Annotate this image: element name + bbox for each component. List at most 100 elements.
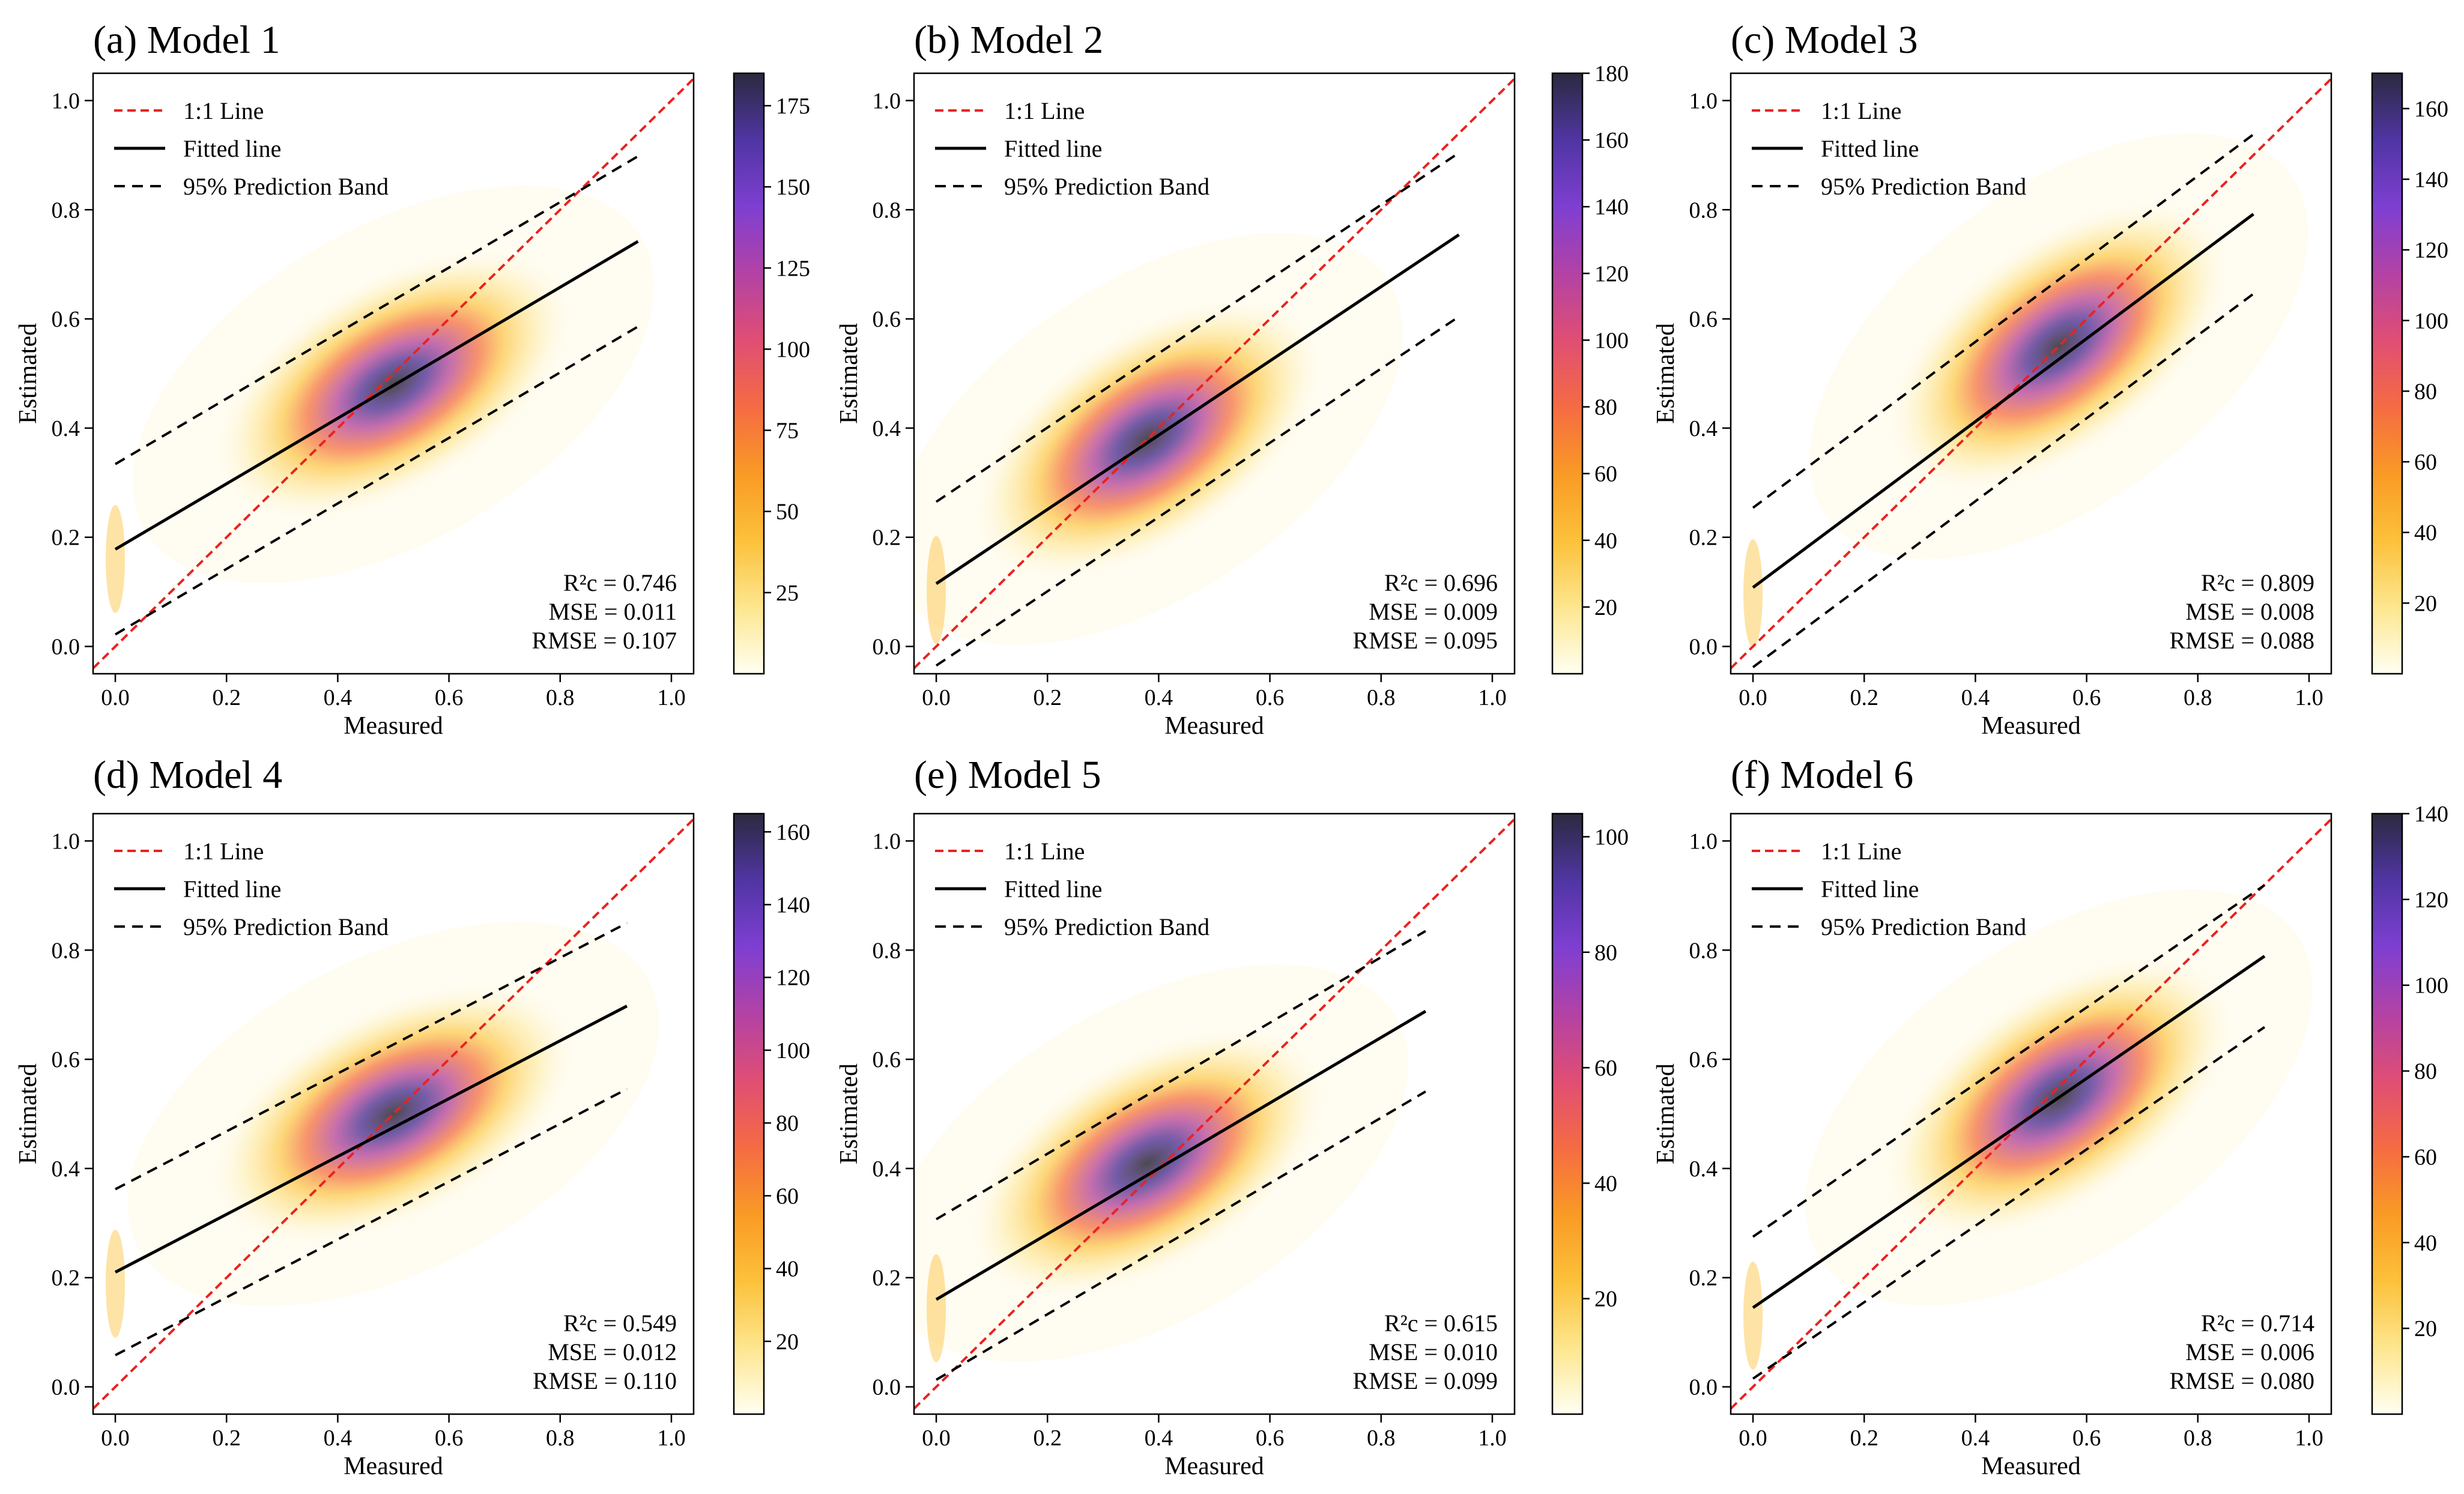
x-tick-label: 0.4 — [1961, 685, 1990, 710]
x-tick-label: 0.4 — [1961, 1426, 1990, 1451]
panel-title: (b) Model 2 — [914, 18, 1103, 62]
x-tick-label: 0.0 — [101, 1426, 130, 1451]
legend-label: Fitted line — [183, 876, 281, 903]
x-tick-label: 0.2 — [1033, 1426, 1062, 1451]
upper-prediction-band — [935, 151, 1460, 503]
x-tick-label: 0.6 — [1256, 1426, 1285, 1451]
x-tick-label: 0.4 — [1145, 1426, 1173, 1451]
y-tick-label: 1.0 — [873, 829, 901, 854]
stat-mse: MSE = 0.012 — [548, 1338, 677, 1365]
panel-5: 0.0 0.0 0.2 0.2 0.4 0.4 0.6 0.6 0.8 0.8 1.0 1.0 Meas… — [835, 753, 1629, 1480]
legend-fitted-line: Fitted line — [935, 135, 1102, 162]
axes-frame — [1730, 812, 2332, 1415]
legend-prediction-band: 95% Prediction Band — [935, 913, 1209, 940]
y-axis-label: Estimated — [14, 1063, 42, 1164]
y-tick-label: 0.0 — [873, 1375, 901, 1400]
y-tick-label: 0.2 — [1689, 1266, 1718, 1291]
colorbar-tick-label: 140 — [1594, 195, 1629, 220]
legend-label: 1:1 Line — [1004, 838, 1085, 865]
colorbar: 20 40 60 80 100 — [1551, 812, 1629, 1415]
x-axis-label: Measured — [344, 1453, 443, 1480]
density-cloud — [106, 922, 659, 1338]
upper-prediction-band — [1752, 133, 2254, 509]
density-zero-cluster — [1743, 1261, 1763, 1370]
density-zero-cluster — [106, 1229, 126, 1338]
legend-prediction-band: 95% Prediction Band — [1752, 913, 2026, 940]
colorbar: 25 50 75 100 125 150 175 — [733, 72, 810, 675]
y-tick-label: 0.8 — [873, 198, 901, 223]
upper-prediction-band — [936, 930, 1426, 1221]
stat-rmse: RMSE = 0.107 — [532, 627, 677, 654]
colorbar-tick-label: 120 — [2414, 238, 2448, 263]
legend-one-to-one: 1:1 Line — [935, 838, 1085, 865]
one-to-one-line — [914, 77, 1515, 670]
x-tick-label: 0.8 — [546, 685, 575, 710]
y-tick-label: 0.8 — [1689, 938, 1718, 963]
one-to-one-line — [93, 77, 694, 670]
x-tick-label: 1.0 — [1478, 685, 1507, 710]
colorbar-tick-label: 40 — [1594, 528, 1617, 554]
colorbar-tick-label: 20 — [2414, 591, 2437, 616]
colorbar-tick-label: 80 — [776, 1111, 799, 1136]
stat-r2c: R²c = 0.549 — [563, 1310, 677, 1337]
stat-mse: MSE = 0.006 — [2185, 1338, 2314, 1365]
legend-label: 1:1 Line — [1821, 97, 1901, 124]
x-axis-label: Measured — [1164, 1453, 1264, 1480]
colorbar: 20 40 60 80 100 120 140 160 180 — [1551, 61, 1629, 675]
y-tick-label: 0.0 — [1689, 1375, 1718, 1400]
colorbar-tick-label: 50 — [776, 500, 799, 525]
y-axis-label: Estimated — [14, 323, 42, 424]
y-tick-label: 0.6 — [873, 307, 901, 332]
fitted-line — [935, 233, 1460, 585]
density-zero-cluster — [927, 536, 946, 644]
colorbar-tick-label: 80 — [1594, 940, 1617, 966]
colorbar: 20 40 60 80 100 120 140 160 — [733, 812, 810, 1415]
legend-fitted-line: Fitted line — [1752, 135, 1919, 162]
x-tick-label: 0.8 — [1367, 685, 1396, 710]
y-tick-label: 1.0 — [52, 829, 80, 854]
colorbar-tick-label: 125 — [776, 256, 810, 281]
legend-one-to-one: 1:1 Line — [114, 838, 264, 865]
stat-r2c: R²c = 0.696 — [1384, 569, 1498, 596]
colorbar-tick-label: 140 — [2414, 802, 2448, 827]
colorbar-tick-label: 100 — [2414, 309, 2448, 334]
legend-fitted-line: Fitted line — [114, 135, 281, 162]
colorbar-tick-label: 40 — [1594, 1171, 1617, 1196]
y-tick-label: 0.0 — [52, 1375, 80, 1400]
colorbar-tick-label: 120 — [1594, 261, 1629, 286]
y-tick-label: 0.4 — [873, 416, 901, 441]
colorbar-tick-label: 100 — [776, 1038, 810, 1063]
legend-one-to-one: 1:1 Line — [1752, 97, 1901, 124]
legend-prediction-band: 95% Prediction Band — [935, 173, 1209, 200]
x-tick-label: 0.6 — [2072, 685, 2101, 710]
y-tick-label: 0.4 — [52, 1157, 80, 1182]
y-tick-label: 0.2 — [52, 525, 80, 551]
stat-rmse: RMSE = 0.080 — [2170, 1367, 2314, 1394]
density-core — [211, 983, 576, 1245]
colorbar-tick-label: 20 — [1594, 1287, 1617, 1312]
colorbar-tick-label: 160 — [1594, 128, 1629, 153]
one-to-one-line — [1731, 77, 2331, 670]
colorbar-tick-label: 40 — [776, 1257, 799, 1282]
y-tick-label: 0.2 — [52, 1266, 80, 1291]
y-tick-label: 0.6 — [1689, 1047, 1718, 1072]
x-axis-label: Measured — [1164, 712, 1264, 740]
colorbar: 20 40 60 80 100 120 140 160 — [2371, 72, 2448, 675]
density-cloud — [914, 232, 1403, 646]
x-tick-label: 0.2 — [212, 1426, 241, 1451]
y-tick-label: 0.8 — [1689, 198, 1718, 223]
stat-rmse: RMSE = 0.099 — [1353, 1367, 1498, 1394]
colorbar-tick-label: 20 — [2414, 1316, 2437, 1341]
panel-6: 0.0 0.0 0.2 0.2 0.4 0.4 0.6 0.6 0.8 0.8 1.0 1.0 Meas… — [1652, 753, 2448, 1480]
density-zero-cluster — [927, 1254, 946, 1362]
x-tick-label: 0.6 — [435, 1426, 464, 1451]
x-tick-label: 0.8 — [2184, 1426, 2212, 1451]
panel-title: (d) Model 4 — [93, 753, 282, 797]
density-cloud — [914, 964, 1409, 1362]
density-core — [972, 298, 1323, 580]
colorbar-tick-label: 60 — [2414, 450, 2437, 475]
legend-label: Fitted line — [183, 135, 281, 162]
density-core — [969, 1027, 1327, 1299]
panel-4: 0.0 0.0 0.2 0.2 0.4 0.4 0.6 0.6 0.8 0.8 1.0 1.0 Meas… — [14, 753, 810, 1480]
legend-fitted-line: Fitted line — [935, 876, 1102, 903]
